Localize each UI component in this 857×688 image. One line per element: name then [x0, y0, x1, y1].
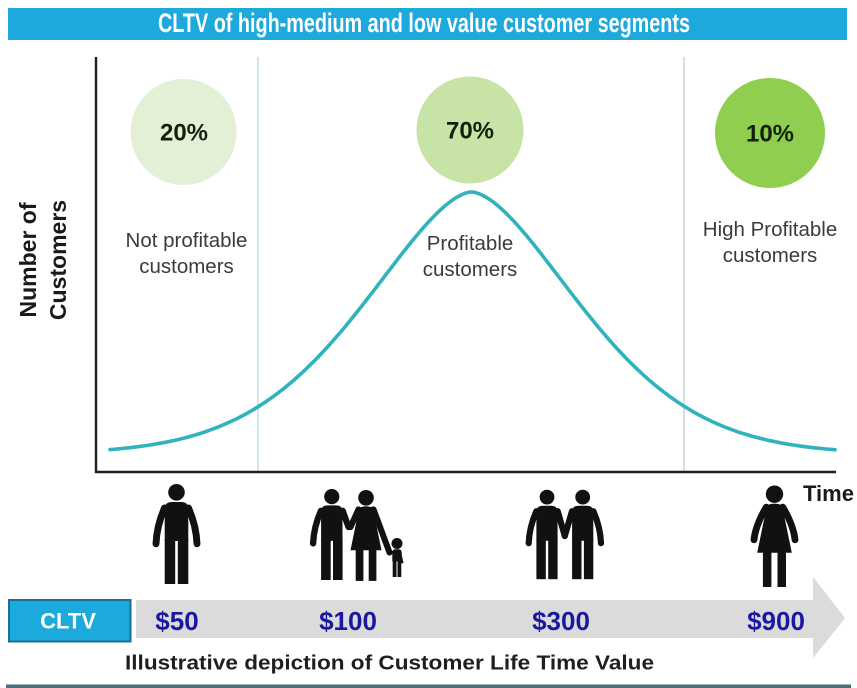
svg-text:70%: 70%	[446, 118, 494, 145]
svg-text:CLTV: CLTV	[40, 609, 96, 634]
svg-text:20%: 20%	[160, 120, 208, 147]
svg-text:10%: 10%	[746, 121, 794, 148]
svg-text:$300: $300	[532, 606, 590, 636]
svg-text:$50: $50	[155, 606, 198, 636]
svg-text:CLTV of high-medium and low va: CLTV of high-medium and low value custom…	[158, 8, 690, 38]
svg-text:Illustrative depiction of Cust: Illustrative depiction of Customer Life …	[125, 653, 654, 675]
svg-text:$900: $900	[747, 606, 805, 636]
svg-text:Time: Time	[803, 481, 854, 506]
svg-text:$100: $100	[319, 606, 377, 636]
